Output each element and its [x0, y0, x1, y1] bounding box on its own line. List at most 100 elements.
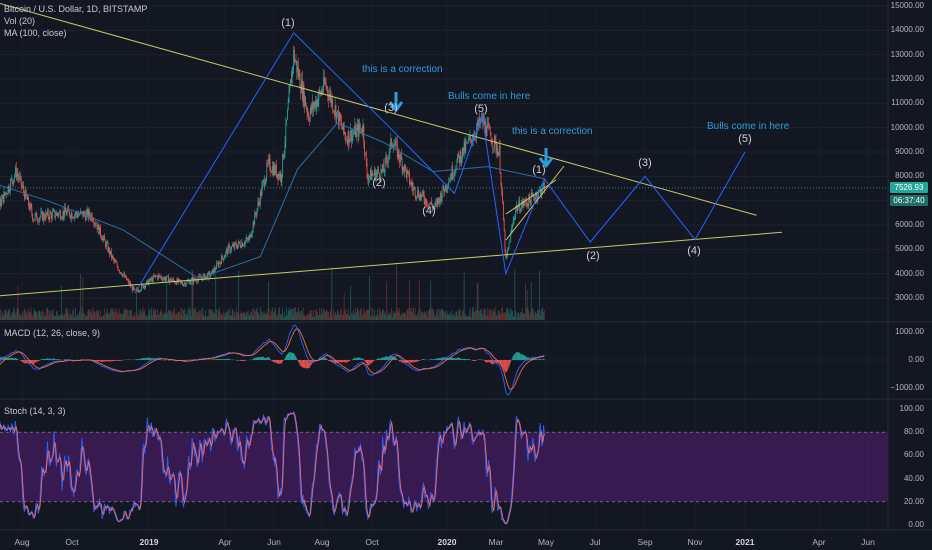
macd-histogram-bar	[146, 357, 147, 360]
time-tick-label: Oct	[65, 537, 79, 547]
candle-body	[379, 178, 381, 179]
macd-histogram-bar	[35, 360, 37, 362]
annotation-correction-2[interactable]: this is a correction	[512, 126, 593, 137]
candle-body	[383, 164, 384, 173]
candle-body	[332, 99, 334, 111]
volume-bar	[199, 311, 201, 320]
candle-body	[420, 193, 422, 198]
wave-label-future-3[interactable]: (3)	[638, 157, 652, 169]
volume-bar	[456, 311, 458, 320]
wave-label-2[interactable]: (2)	[372, 177, 386, 189]
candle-body	[15, 167, 16, 176]
volume-bar	[102, 315, 104, 320]
volume-bar	[6, 311, 7, 320]
ma-100-line	[0, 122, 545, 280]
volume-bar	[393, 313, 395, 320]
candle-body	[166, 276, 168, 279]
volume-bar	[521, 308, 523, 320]
volume-bar	[171, 314, 173, 320]
volume-bar	[285, 316, 287, 320]
wave-label-1b[interactable]: (1)	[532, 164, 546, 176]
candle-body	[397, 149, 399, 158]
volume-bar	[304, 314, 306, 320]
candle-body	[253, 222, 255, 225]
macd-histogram-bar	[356, 357, 358, 360]
macd-histogram-bar	[145, 358, 147, 360]
candle-body	[461, 158, 463, 163]
volume-bar	[450, 315, 452, 320]
wave-label-4[interactable]: (4)	[422, 205, 436, 217]
candle-body	[241, 242, 243, 248]
volume-bar	[145, 316, 147, 320]
wave-label-future-5[interactable]: (5)	[738, 133, 752, 145]
volume-bar	[405, 315, 407, 320]
volume-bar	[484, 308, 486, 320]
candle-body	[522, 200, 524, 206]
candle-body	[373, 174, 375, 176]
candle-body	[404, 165, 406, 172]
macd-histogram-bar	[471, 360, 473, 361]
volume-bar	[432, 308, 434, 320]
volume-bar	[436, 313, 438, 320]
candle-body	[162, 278, 164, 281]
candle-body	[173, 278, 174, 281]
volume-bar	[344, 310, 346, 320]
stoch-legend: Stoch (14, 3, 3)	[4, 406, 66, 416]
candle-body	[52, 210, 54, 212]
candle-body	[40, 212, 42, 217]
candle-body	[281, 174, 283, 182]
volume-bar	[361, 315, 363, 320]
volume-bar	[516, 311, 518, 320]
macd-histogram-bar	[382, 357, 383, 360]
candle-body	[33, 220, 34, 221]
volume-bar	[347, 313, 348, 320]
macd-histogram-bar	[372, 360, 374, 362]
volume-bar	[43, 312, 45, 320]
macd-histogram-bar	[377, 358, 379, 360]
candle-body	[359, 123, 361, 129]
volume-bar	[66, 307, 68, 320]
volume-bar	[531, 307, 533, 320]
annotation-correction-1[interactable]: this is a correction	[362, 64, 443, 75]
candle-body	[517, 206, 519, 211]
candle-body	[35, 212, 37, 215]
volume-bar	[418, 309, 419, 320]
candle-body	[237, 244, 239, 249]
wave-label-3[interactable]: (3)	[384, 102, 398, 114]
candle-body	[484, 120, 486, 133]
volume-bar	[173, 307, 175, 320]
last-price-tag: 7526.93	[890, 182, 928, 193]
candle-body	[469, 135, 471, 139]
wave-label-future-2[interactable]: (2)	[586, 250, 600, 262]
volume-bar	[52, 309, 54, 320]
volume-bar	[251, 312, 252, 320]
macd-histogram-bar	[33, 360, 34, 364]
annotation-bulls-1[interactable]: Bulls come in here	[448, 91, 531, 102]
macd-histogram-bar	[480, 359, 481, 360]
candle-body	[111, 255, 113, 258]
volume-bar	[279, 313, 281, 320]
candle-body	[374, 169, 375, 176]
volume-bar	[455, 311, 457, 320]
candle-body	[65, 212, 67, 216]
candle-body	[342, 122, 344, 130]
candle-body	[427, 205, 428, 206]
volume-bar	[277, 315, 279, 320]
candle-body	[497, 148, 499, 157]
annotation-bulls-2[interactable]: Bulls come in here	[707, 121, 790, 132]
candle-body	[358, 123, 360, 137]
candle-body	[483, 116, 485, 125]
volume-bar	[436, 309, 437, 320]
candle-body	[151, 278, 152, 281]
wave-label-1[interactable]: (1)	[281, 17, 295, 29]
wave-label-5[interactable]: (5)	[474, 103, 488, 115]
candle-body	[110, 250, 112, 258]
macd-histogram-bar	[287, 353, 289, 360]
candle-body	[93, 221, 95, 225]
volume-bar	[255, 310, 256, 320]
volume-bar	[127, 309, 129, 320]
wave-label-future-4[interactable]: (4)	[687, 245, 701, 257]
macd-histogram-bar	[371, 360, 373, 363]
